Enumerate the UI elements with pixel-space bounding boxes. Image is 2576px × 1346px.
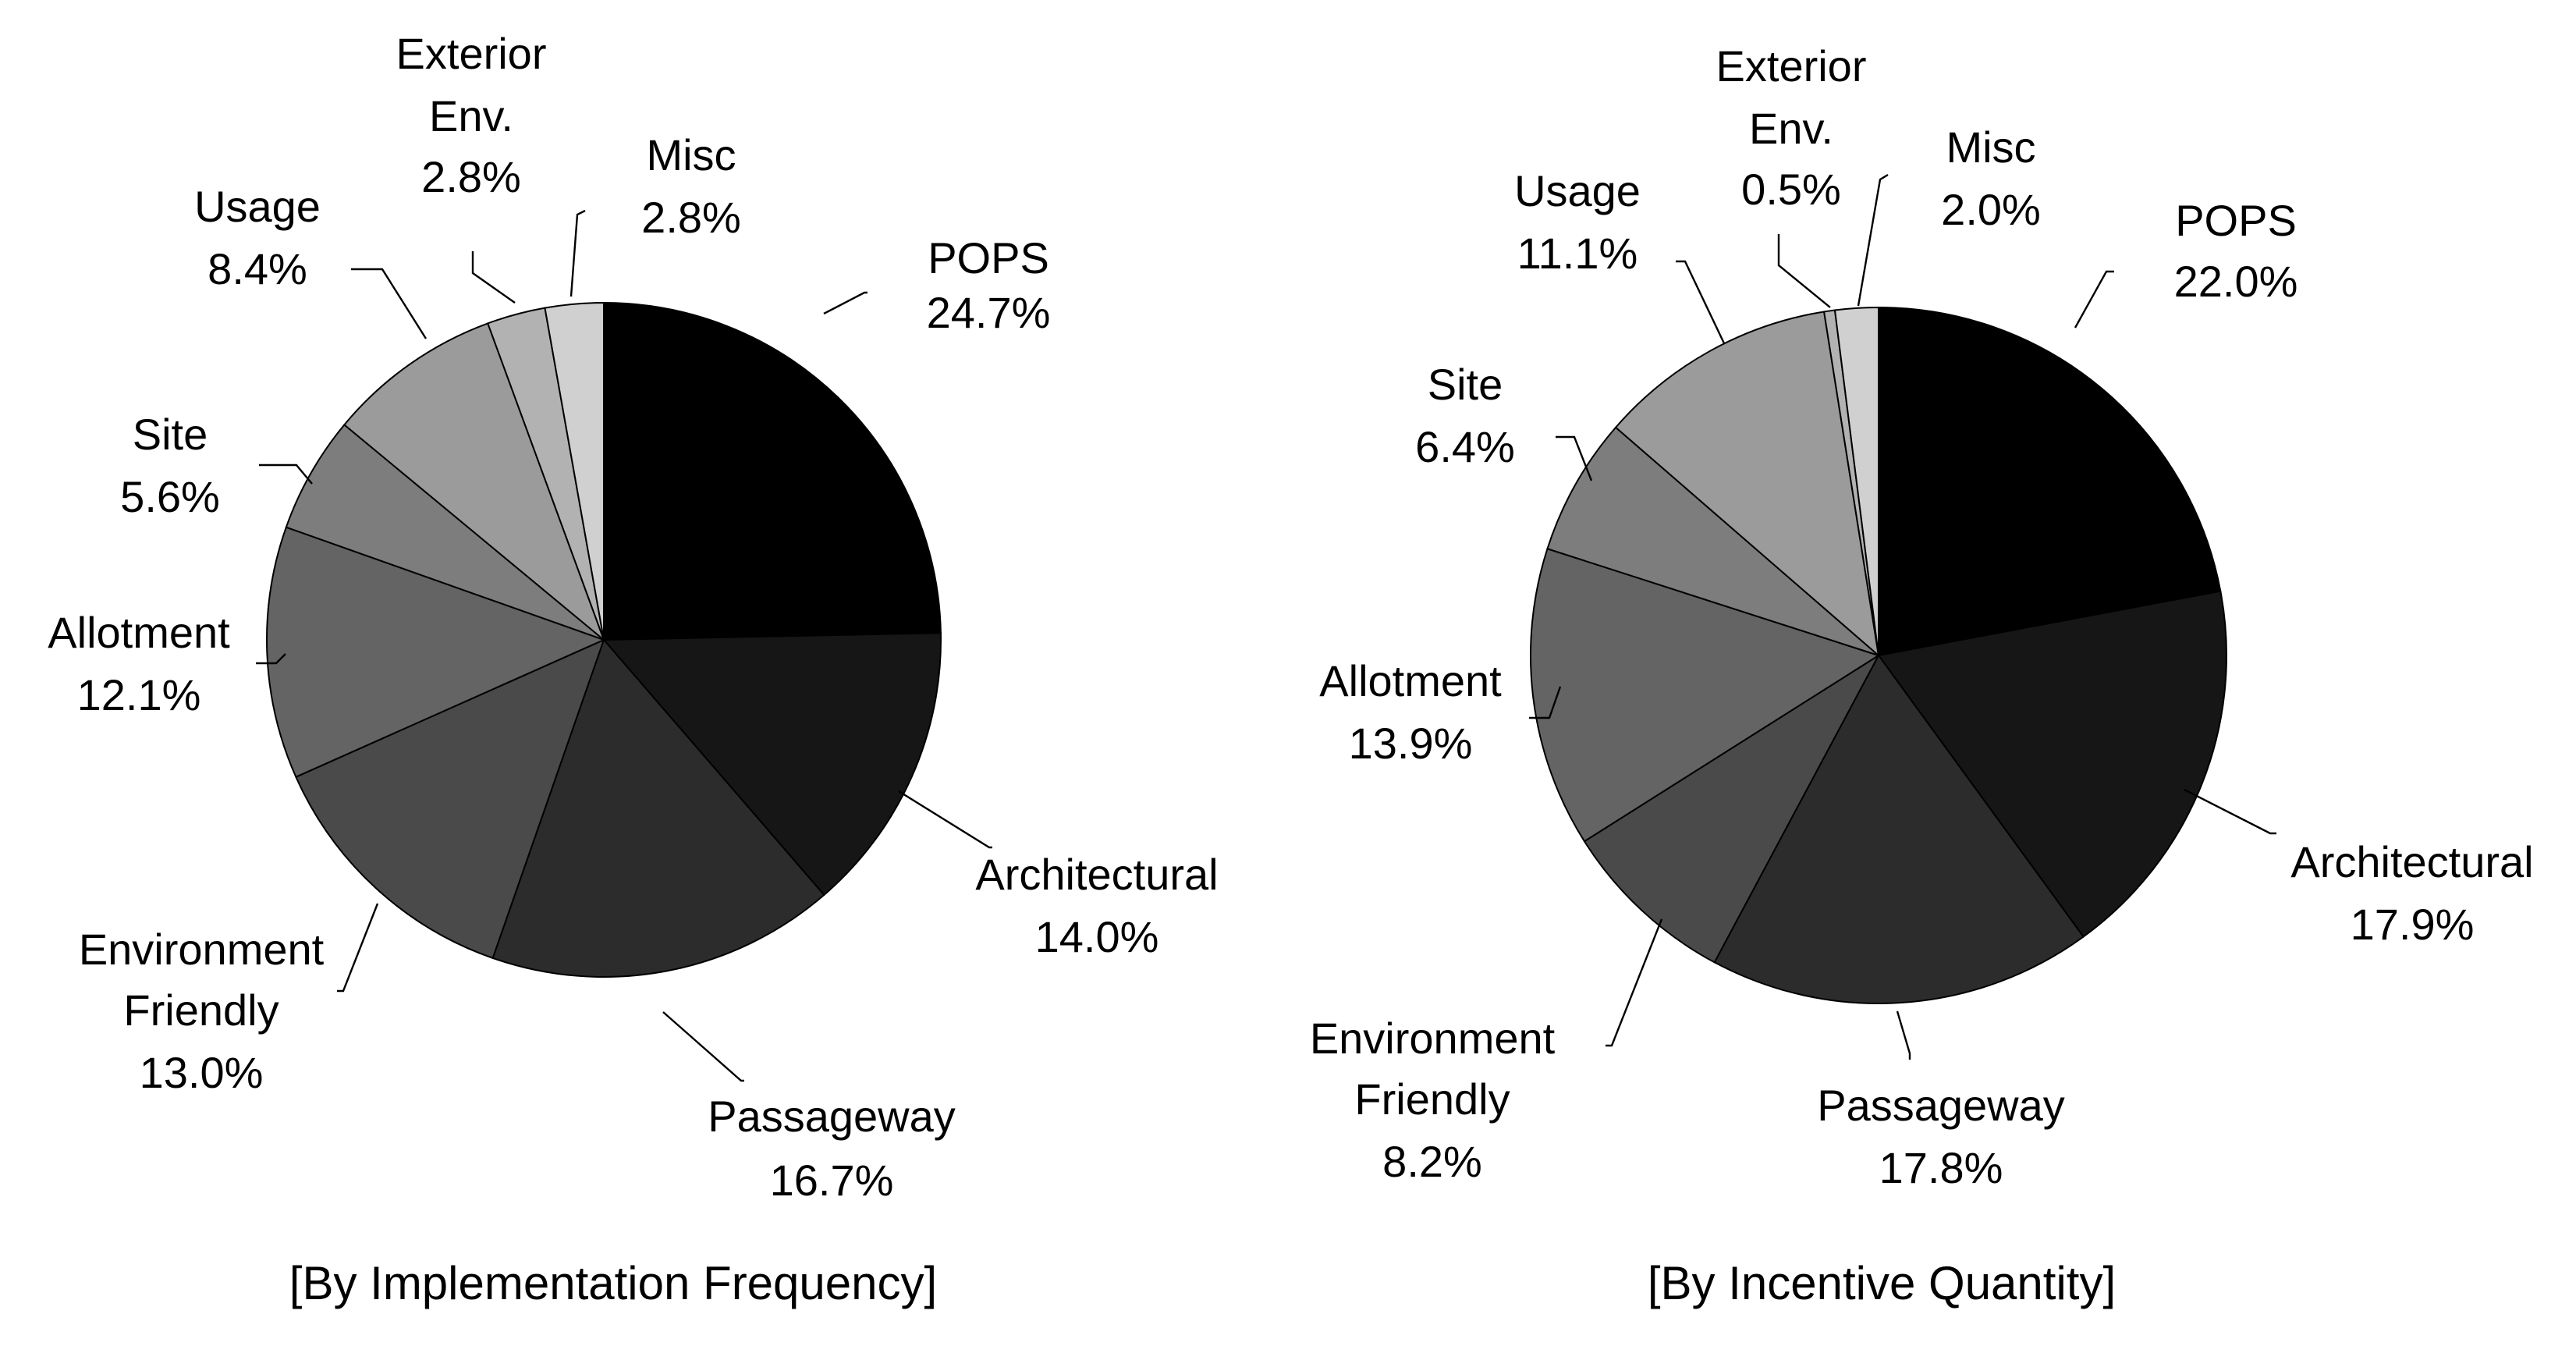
slice-misc <box>544 301 605 641</box>
slice-environment-friendly <box>1583 653 1881 964</box>
slice-pops <box>1878 306 2222 657</box>
label-passageway: Passageway 16.7% <box>708 1092 956 1205</box>
leader-exterior-env <box>1777 234 1831 308</box>
leader-site <box>259 463 313 485</box>
leader-usage <box>351 268 428 339</box>
label-environment-friendly: Environment Friendly 13.0% <box>79 925 325 1097</box>
slice-allotment <box>266 526 606 779</box>
leader-pops <box>823 291 868 315</box>
label-misc: Misc 2.0% <box>1941 123 2041 234</box>
label-exterior-env: Exterior Env. 0.5% <box>1716 41 1867 214</box>
leader-allotment <box>256 653 286 665</box>
label-pops: POPS 24.7% <box>927 233 1051 337</box>
label-pops: POPS 22.0% <box>2174 196 2298 306</box>
slice-pops <box>603 301 942 641</box>
label-allotment: Allotment 13.9% <box>1319 656 1502 768</box>
leader-pops <box>2074 270 2114 329</box>
label-allotment: Allotment 12.1% <box>48 608 230 719</box>
label-site: Site 6.4% <box>1415 360 1515 471</box>
leader-environment-friendly <box>337 903 379 993</box>
pie-chart-implementation-frequency: POPS 24.7% Architectural 14.0% Passageway 1… <box>48 29 1218 1309</box>
slice-architectural <box>601 632 942 897</box>
slice-allotment <box>1530 547 1881 843</box>
leader-architectural <box>898 790 992 849</box>
label-site: Site 5.6% <box>120 410 220 521</box>
label-passageway: Passageway 17.8% <box>1817 1081 2065 1192</box>
label-usage: Usage 8.4% <box>194 182 321 293</box>
label-architectural: Architectural 14.0% <box>975 850 1218 961</box>
label-exterior-env: Exterior Env. 2.8% <box>396 29 547 201</box>
label-environment-friendly: Environment Friendly 8.2% <box>1310 1014 1556 1186</box>
slice-passageway <box>491 638 825 978</box>
slice-environment-friendly <box>295 638 605 960</box>
slice-passageway <box>1713 654 2085 1004</box>
leader-architectural <box>2184 788 2276 835</box>
pie-slices <box>1530 306 2227 1004</box>
chart-caption: [By Incentive Quantity] <box>1648 1257 2116 1309</box>
slice-usage <box>342 322 606 643</box>
label-architectural: Architectural 17.9% <box>2290 837 2533 949</box>
pie-chart-incentive-quantity: POPS 22.0% Architectural 17.9% Passageway 1… <box>1310 41 2534 1309</box>
leader-passageway <box>662 1011 744 1082</box>
slice-architectural <box>1877 590 2227 938</box>
leader-allotment <box>1529 686 1562 719</box>
slice-usage <box>1614 311 1880 658</box>
leader-misc <box>1857 173 1889 307</box>
chart-caption: [By Implementation Frequency] <box>289 1257 937 1309</box>
slice-site <box>1546 426 1879 656</box>
slice-misc <box>1833 306 1879 656</box>
leader-passageway <box>1896 1010 1911 1060</box>
leader-misc <box>569 209 586 297</box>
label-misc: Misc 2.8% <box>641 130 741 242</box>
leader-exterior-env <box>471 251 516 304</box>
slice-site <box>285 423 605 641</box>
leader-site <box>1556 435 1593 481</box>
label-usage: Usage 11.1% <box>1514 166 1641 278</box>
leader-usage <box>1676 260 1726 344</box>
pie-slices <box>266 301 942 978</box>
leader-environment-friendly <box>1606 918 1663 1047</box>
